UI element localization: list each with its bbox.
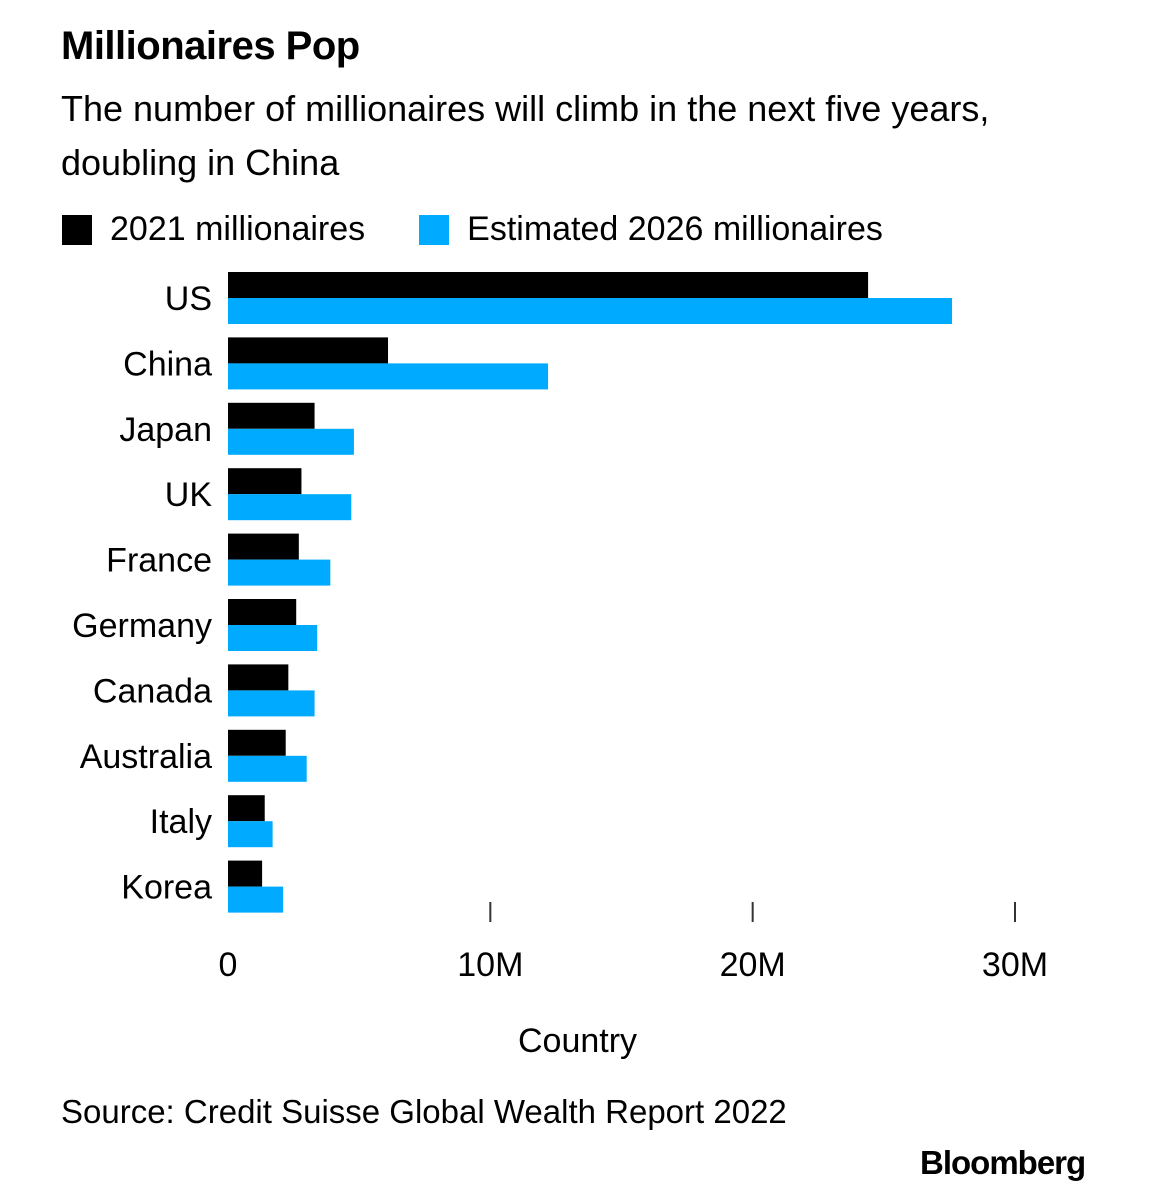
bar-japan-2021 bbox=[228, 402, 315, 429]
bar-australia-2026 bbox=[228, 755, 307, 782]
bar-germany-2026 bbox=[228, 625, 318, 651]
category-label-germany: Germany bbox=[72, 607, 212, 645]
x-tick-label-10: 10M bbox=[457, 946, 523, 984]
category-label-canada: Canada bbox=[93, 672, 212, 710]
x-tick-label-0: 0 bbox=[219, 946, 238, 984]
category-label-us: US bbox=[165, 280, 212, 318]
category-label-france: France bbox=[106, 542, 212, 580]
bar-uk-2026 bbox=[228, 494, 352, 521]
category-label-korea: Korea bbox=[121, 869, 212, 907]
source-note: Source: Credit Suisse Global Wealth Repo… bbox=[61, 1093, 787, 1130]
bar-china-2026 bbox=[228, 363, 549, 390]
bar-france-2021 bbox=[228, 533, 299, 560]
bar-us-2026 bbox=[228, 298, 953, 324]
bar-uk-2021 bbox=[228, 468, 302, 495]
legend-item-2021: 2021 millionaires bbox=[62, 210, 365, 249]
bar-france-2026 bbox=[228, 559, 331, 586]
x-tick-label-20: 20M bbox=[720, 946, 786, 984]
category-label-australia: Australia bbox=[80, 738, 212, 776]
bar-italy-2026 bbox=[228, 821, 273, 848]
legend-label-2021: 2021 millionaires bbox=[110, 210, 366, 248]
bar-japan-2026 bbox=[228, 428, 354, 455]
bar-canada-2021 bbox=[228, 664, 289, 691]
legend-item-2026: Estimated 2026 millionaires bbox=[419, 210, 883, 249]
bar-korea-2021 bbox=[228, 860, 263, 887]
legend-swatch-2021 bbox=[62, 214, 92, 245]
bloomberg-logo: Bloomberg bbox=[920, 1144, 1086, 1181]
bar-korea-2026 bbox=[228, 886, 284, 913]
category-label-china: China bbox=[123, 345, 212, 383]
legend-label-2026: Estimated 2026 millionaires bbox=[467, 210, 883, 248]
bar-germany-2021 bbox=[228, 599, 297, 625]
bar-china-2021 bbox=[228, 337, 389, 364]
category-label-uk: UK bbox=[165, 476, 213, 514]
legend-swatch-2026 bbox=[419, 214, 450, 245]
x-axis-title: Country bbox=[518, 1022, 638, 1060]
bar-australia-2021 bbox=[228, 729, 286, 756]
category-label-japan: Japan bbox=[119, 411, 212, 449]
bar-italy-2021 bbox=[228, 795, 265, 822]
x-tick-label-30: 30M bbox=[982, 946, 1048, 984]
chart-title: Millionaires Pop bbox=[61, 24, 360, 68]
bar-us-2021 bbox=[228, 272, 869, 298]
legend: 2021 millionaires Estimated 2026 million… bbox=[62, 210, 937, 249]
bar-canada-2026 bbox=[228, 690, 315, 717]
chart-subtitle: The number of millionaires will climb in… bbox=[61, 88, 990, 183]
category-label-italy: Italy bbox=[150, 803, 212, 841]
